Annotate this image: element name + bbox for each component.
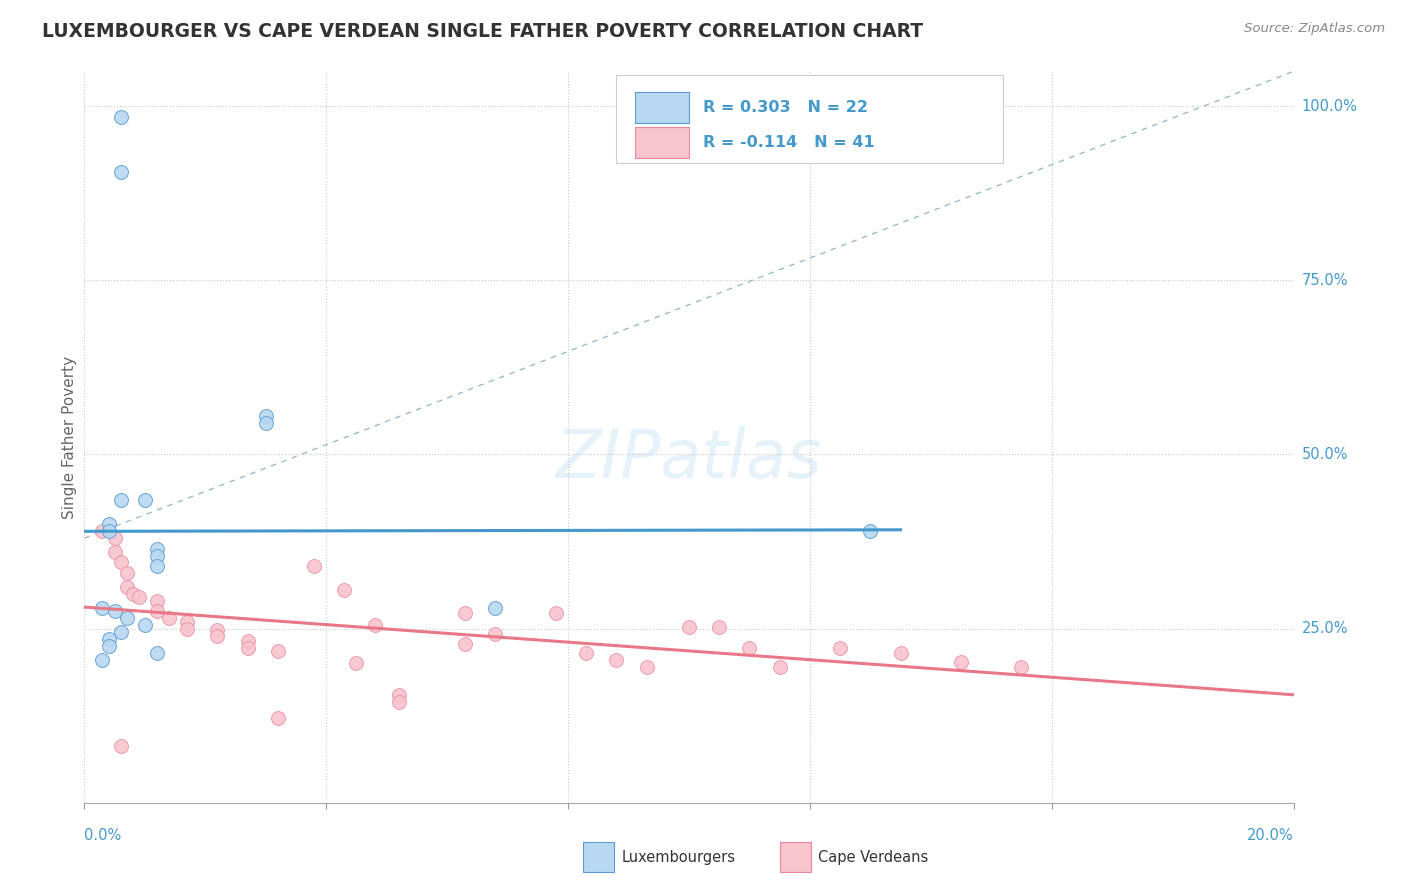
Point — [890, 646, 912, 660]
Point — [254, 409, 277, 424]
Point — [544, 606, 567, 620]
Point — [1010, 660, 1032, 674]
Point — [121, 587, 143, 601]
Point — [388, 695, 411, 709]
Point — [605, 653, 627, 667]
Text: LUXEMBOURGER VS CAPE VERDEAN SINGLE FATHER POVERTY CORRELATION CHART: LUXEMBOURGER VS CAPE VERDEAN SINGLE FATH… — [42, 22, 924, 41]
Point — [484, 627, 506, 641]
Point — [859, 524, 882, 538]
FancyBboxPatch shape — [634, 92, 689, 122]
Point — [128, 591, 150, 605]
Point — [134, 492, 156, 507]
Point — [146, 541, 169, 556]
Text: Cape Verdeans: Cape Verdeans — [818, 850, 928, 864]
Text: ZIPatlas: ZIPatlas — [555, 426, 823, 492]
Point — [157, 611, 180, 625]
Point — [146, 646, 169, 660]
Text: 50.0%: 50.0% — [1302, 447, 1348, 462]
Point — [115, 580, 138, 594]
Text: R = -0.114   N = 41: R = -0.114 N = 41 — [703, 135, 875, 150]
Point — [146, 604, 169, 618]
Point — [207, 629, 229, 643]
Point — [454, 606, 477, 620]
Point — [97, 632, 120, 646]
Point — [236, 634, 259, 648]
Point — [207, 623, 229, 637]
Point — [267, 644, 290, 658]
Point — [346, 657, 368, 671]
Point — [302, 558, 325, 573]
Point — [104, 604, 127, 618]
Text: 75.0%: 75.0% — [1302, 273, 1348, 288]
Y-axis label: Single Father Poverty: Single Father Poverty — [62, 356, 77, 518]
Point — [134, 618, 156, 632]
Point — [97, 517, 120, 532]
Point — [104, 545, 127, 559]
Point — [110, 556, 132, 570]
Point — [110, 492, 132, 507]
Point — [104, 531, 127, 545]
Point — [830, 641, 852, 656]
Point — [115, 566, 138, 580]
Point — [236, 641, 259, 656]
Point — [110, 110, 132, 124]
Point — [738, 641, 761, 656]
Point — [97, 524, 120, 538]
Point — [254, 416, 277, 430]
FancyBboxPatch shape — [616, 75, 1004, 162]
Point — [110, 739, 132, 753]
FancyBboxPatch shape — [634, 127, 689, 158]
Point — [146, 594, 169, 608]
Text: 0.0%: 0.0% — [84, 829, 121, 843]
Text: Luxembourgers: Luxembourgers — [621, 850, 735, 864]
Text: 20.0%: 20.0% — [1247, 829, 1294, 843]
Text: Source: ZipAtlas.com: Source: ZipAtlas.com — [1244, 22, 1385, 36]
Text: 25.0%: 25.0% — [1302, 621, 1348, 636]
Point — [267, 711, 290, 725]
Point — [115, 611, 138, 625]
Point — [91, 600, 114, 615]
Point — [91, 653, 114, 667]
Point — [176, 615, 198, 629]
Point — [333, 583, 356, 598]
Text: R = 0.303   N = 22: R = 0.303 N = 22 — [703, 100, 869, 115]
Point — [950, 655, 973, 669]
Point — [146, 549, 169, 563]
Point — [388, 688, 411, 702]
Point — [91, 524, 114, 538]
Point — [484, 600, 506, 615]
Point — [709, 619, 731, 633]
Point — [363, 618, 385, 632]
Point — [110, 625, 132, 640]
Point — [97, 639, 120, 653]
Point — [575, 646, 598, 660]
Point — [146, 558, 169, 573]
Text: 100.0%: 100.0% — [1302, 99, 1358, 113]
Point — [678, 619, 700, 633]
Point — [110, 165, 132, 179]
Point — [769, 660, 792, 674]
Point — [454, 637, 477, 651]
Point — [176, 622, 198, 636]
Point — [636, 660, 658, 674]
